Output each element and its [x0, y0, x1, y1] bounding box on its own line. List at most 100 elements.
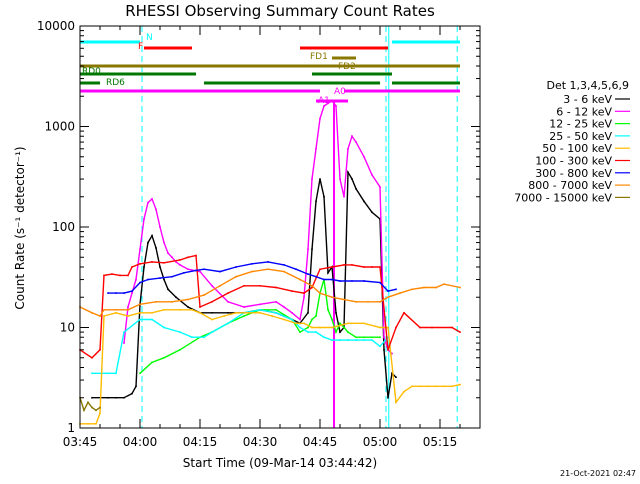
- point-6-12-kev: [127, 306, 129, 308]
- point-300-800-kev: [235, 266, 237, 268]
- point-12-25-kev: [151, 361, 153, 364]
- point-3-6-kev: [115, 396, 117, 399]
- point-6-12-kev: [351, 135, 353, 138]
- point-50-100-kev: [283, 318, 285, 321]
- point-3-6-kev: [351, 178, 353, 180]
- point-3-6-kev: [211, 312, 213, 314]
- point-100-300-kev: [199, 306, 201, 308]
- point-25-50-kev: [291, 318, 293, 321]
- point-800-7000-kev: [251, 270, 253, 273]
- point-3-6-kev: [91, 396, 93, 399]
- point-6-12-kev: [383, 336, 385, 339]
- point-800-7000-kev: [267, 268, 269, 271]
- point-300-800-kev: [131, 290, 133, 292]
- point-3-6-kev: [131, 392, 133, 395]
- point-6-12-kev: [347, 147, 349, 150]
- point-300-800-kev: [351, 280, 353, 282]
- point-100-300-kev: [363, 266, 365, 268]
- point-25-50-kev: [211, 331, 213, 333]
- point-3-6-kev: [323, 195, 325, 198]
- point-12-25-kev: [355, 336, 357, 339]
- point-12-25-kev: [299, 331, 301, 333]
- point-50-100-kev: [411, 385, 413, 388]
- point-6-12-kev: [163, 241, 165, 244]
- point-6-12-kev: [319, 117, 321, 120]
- point-6-12-kev: [151, 198, 153, 200]
- point-3-6-kev: [371, 211, 373, 214]
- point-3-6-kev: [175, 296, 177, 299]
- point-6-12-kev: [391, 352, 393, 355]
- point-300-800-kev: [339, 280, 341, 282]
- legend-label: 7000 - 15000 keV: [514, 191, 612, 204]
- point-100-300-kev: [103, 274, 105, 277]
- point-100-300-kev: [151, 261, 153, 263]
- series-25-50-kev: [92, 309, 389, 374]
- point-50-100-kev: [303, 322, 305, 325]
- legend-label: 3 - 6 keV: [563, 93, 612, 106]
- legend-label: 100 - 300 keV: [535, 155, 612, 168]
- point-3-6-kev: [363, 200, 365, 203]
- point-3-6-kev: [307, 312, 309, 314]
- point-50-100-kev: [331, 326, 333, 329]
- point-100-300-kev: [395, 326, 397, 329]
- y-tick-label: 1000: [44, 120, 75, 134]
- point-800-7000-kev: [319, 292, 321, 294]
- point-300-800-kev: [159, 277, 161, 279]
- point-100-300-kev: [379, 266, 381, 268]
- point-3-6-kev: [315, 200, 317, 203]
- point-300-800-kev: [251, 263, 253, 265]
- point-25-50-kev: [259, 309, 261, 311]
- point-6-12-kev: [283, 306, 285, 308]
- point-300-800-kev: [295, 268, 297, 271]
- point-6-12-kev: [123, 342, 125, 344]
- point-50-100-kev: [271, 315, 273, 317]
- point-50-100-kev: [115, 312, 117, 314]
- chart-title: RHESSI Observing Summary Count Rates: [125, 2, 435, 20]
- point-3-6-kev: [347, 171, 349, 174]
- point-50-100-kev: [95, 423, 97, 425]
- point-12-25-kev: [335, 331, 337, 333]
- legend-label: 800 - 7000 keV: [528, 179, 612, 192]
- bar-a0-label: A0: [334, 87, 346, 97]
- point-6-12-kev: [315, 147, 317, 150]
- point-50-100-kev: [295, 322, 297, 325]
- point-6-12-kev: [131, 292, 133, 294]
- point-800-7000-kev: [411, 288, 413, 291]
- point-800-7000-kev: [299, 278, 301, 281]
- point-800-7000-kev: [355, 301, 357, 303]
- point-25-50-kev: [331, 339, 333, 341]
- point-300-800-kev: [379, 281, 381, 284]
- point-7000-15000-kev: [99, 406, 101, 409]
- point-300-800-kev: [363, 280, 365, 282]
- point-3-6-kev: [163, 278, 165, 281]
- point-100-300-kev: [319, 268, 321, 271]
- point-300-800-kev: [307, 273, 309, 275]
- point-25-50-kev: [115, 372, 117, 375]
- point-12-25-kev: [315, 315, 317, 317]
- point-12-25-kev: [327, 309, 329, 311]
- point-12-25-kev: [371, 336, 373, 339]
- point-6-12-kev: [259, 303, 261, 306]
- point-7000-15000-kev: [91, 406, 93, 409]
- point-800-7000-kev: [187, 298, 189, 301]
- point-6-12-kev: [187, 268, 189, 271]
- point-3-6-kev: [339, 331, 341, 333]
- point-50-100-kev: [395, 401, 397, 404]
- point-6-12-kev: [303, 296, 305, 299]
- point-100-300-kev: [275, 286, 277, 289]
- bar-n-label: N: [146, 33, 153, 43]
- point-300-800-kev: [315, 275, 317, 278]
- point-100-300-kev: [127, 274, 129, 277]
- point-12-25-kev: [163, 356, 165, 359]
- point-25-50-kev: [299, 326, 301, 329]
- point-100-300-kev: [163, 262, 165, 264]
- point-50-100-kev: [235, 312, 237, 314]
- legend-label: 50 - 100 keV: [542, 142, 612, 155]
- point-12-25-kev: [275, 309, 277, 311]
- point-12-25-kev: [379, 336, 381, 339]
- point-3-6-kev: [395, 376, 397, 379]
- point-800-7000-kev: [115, 309, 117, 311]
- point-100-300-kev: [343, 264, 345, 266]
- point-800-7000-kev: [387, 296, 389, 299]
- bar-a1-label: A1: [318, 96, 330, 106]
